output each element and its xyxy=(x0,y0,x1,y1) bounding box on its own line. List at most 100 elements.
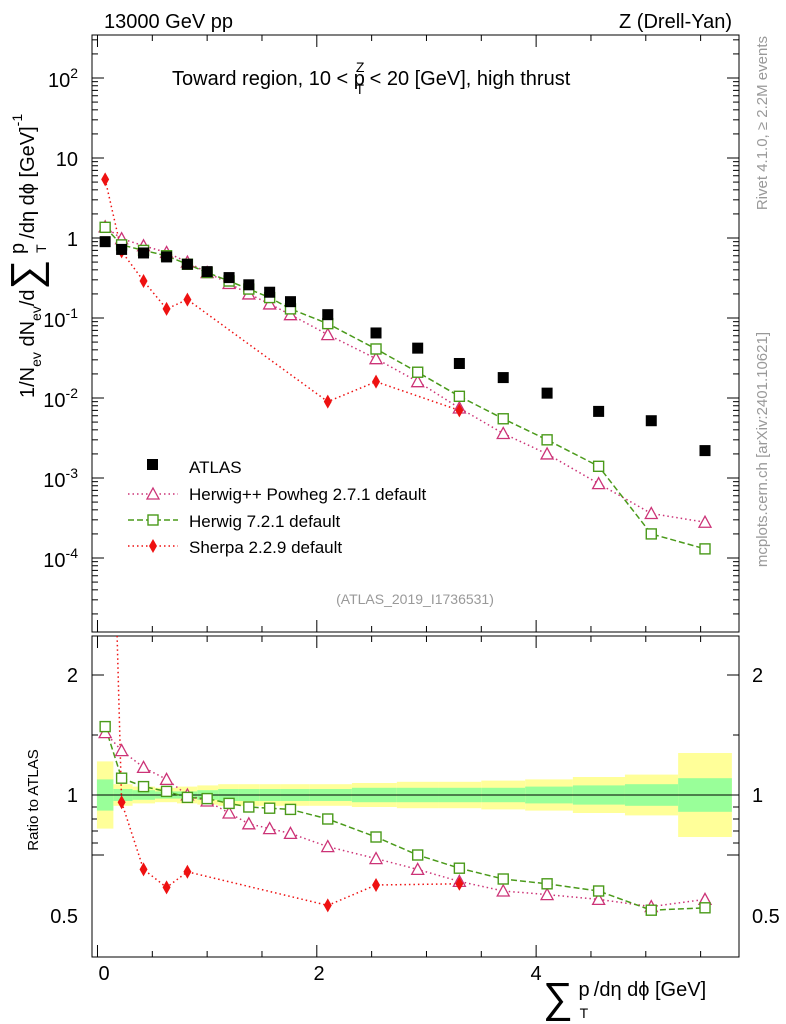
series-line-ratio xyxy=(116,636,460,907)
data-point-atlas xyxy=(243,279,255,291)
xtick-0: 0 xyxy=(98,963,109,985)
main-series xyxy=(98,172,713,555)
data-point-main xyxy=(262,296,277,310)
data-point-ratio xyxy=(372,878,381,892)
data-point-ratio xyxy=(591,892,606,906)
data-point-ratio xyxy=(323,898,332,913)
data-point-ratio xyxy=(320,839,335,853)
data-point-ratio xyxy=(370,831,382,843)
process-label: Z (Drell-Yan) xyxy=(619,11,732,33)
data-point-ratio xyxy=(137,780,150,793)
data-point-atlas xyxy=(201,266,213,278)
legend: ATLAS Herwig++ Powheg 2.7.1 default Herw… xyxy=(128,458,426,557)
data-point-atlas xyxy=(264,286,276,298)
legend-marker-herwig7 xyxy=(147,514,159,526)
title-prefix: Toward region, 10 < p xyxy=(172,68,365,90)
data-point-ratio xyxy=(410,862,425,876)
data-point-main xyxy=(496,426,511,440)
data-point-atlas xyxy=(541,387,553,399)
ytick-ratio-1-right: 1 xyxy=(752,785,763,807)
data-point-ratio xyxy=(411,849,424,861)
data-point-main xyxy=(410,374,425,388)
data-point-main xyxy=(453,390,466,403)
data-point-main xyxy=(411,366,424,378)
x-label-sum: ∑ xyxy=(543,974,573,1021)
data-point-atlas xyxy=(161,251,173,263)
ytick-ratio-0.5: 0.5 xyxy=(50,906,78,928)
data-point-ratio xyxy=(284,803,297,816)
data-point-main xyxy=(101,172,110,187)
x-label-rest: /dη dϕ [GeV] xyxy=(588,979,706,1001)
data-point-ratio xyxy=(541,878,553,890)
data-point-main xyxy=(139,274,148,289)
data-point-main xyxy=(320,327,335,341)
side-rivet-label: Rivet 4.1.0, ≥ 2.2M events xyxy=(754,36,771,210)
title-suffix: < 20 [GeV], high thrust xyxy=(364,68,571,90)
data-point-atlas xyxy=(593,405,605,417)
data-point-ratio xyxy=(592,885,605,897)
data-point-main xyxy=(368,351,384,365)
main-frame xyxy=(91,34,740,633)
ratio-frame xyxy=(91,635,740,958)
title-sub: T xyxy=(355,81,364,97)
data-point-atlas xyxy=(223,272,235,284)
data-point-atlas xyxy=(645,415,657,427)
data-point-ratio xyxy=(263,802,276,814)
legend-label-atlas: ATLAS xyxy=(189,458,242,477)
data-point-atlas xyxy=(453,357,465,369)
ytick-main-100: 102 xyxy=(48,65,78,92)
series-line-main xyxy=(104,179,460,412)
data-point-ratio xyxy=(101,188,109,202)
plot-title: Toward region, 10 < pZ T < 20 [GeV], high… xyxy=(172,59,571,97)
legend-label-herwig7: Herwig 7.2.1 default xyxy=(189,512,340,531)
legend-marker-sherpa xyxy=(149,539,157,553)
ytick-ratio-1: 1 xyxy=(67,785,78,807)
ytick-ratio-2-right: 2 xyxy=(752,665,763,687)
data-point-main xyxy=(370,343,382,355)
legend-marker-atlas xyxy=(147,459,158,470)
data-point-main xyxy=(697,514,713,528)
data-point-ratio xyxy=(453,862,466,874)
data-point-main xyxy=(592,460,605,473)
data-point-ratio xyxy=(223,797,235,810)
data-point-ratio xyxy=(241,816,256,830)
data-point-ratio xyxy=(139,862,148,877)
data-point-ratio xyxy=(699,902,711,914)
data-point-main xyxy=(539,446,555,460)
ytick-ratio-0.5-right: 0.5 xyxy=(752,906,780,928)
y-axis-label-ratio: Ratio to ATLAS xyxy=(25,749,42,850)
ytick-main-0.001: 10-3 xyxy=(43,465,78,492)
data-point-ratio xyxy=(539,887,555,901)
series-line-main xyxy=(104,226,706,523)
data-point-atlas xyxy=(412,342,424,354)
ytick-main-10: 10 xyxy=(56,149,78,171)
xtick-2: 2 xyxy=(313,963,324,985)
ytick-ratio-2: 2 xyxy=(67,665,78,687)
data-point-atlas xyxy=(370,327,382,339)
axis-ticks xyxy=(92,35,739,957)
series-line-ratio xyxy=(104,726,706,911)
data-point-ratio xyxy=(183,864,192,879)
data-point-ratio xyxy=(162,880,171,895)
data-point-main xyxy=(455,403,464,418)
ytick-main-1: 1 xyxy=(67,229,78,251)
series-line-ratio xyxy=(104,732,706,908)
data-point-ratio xyxy=(283,826,298,840)
data-point-ratio xyxy=(201,792,213,805)
data-point-ratio xyxy=(181,791,194,804)
data-point-ratio xyxy=(455,876,464,891)
x-label-p: p xyxy=(573,979,590,1001)
xtick-4: 4 xyxy=(530,963,541,985)
data-point-ratio xyxy=(115,772,128,784)
data-point-main xyxy=(644,506,659,520)
data-point-atlas xyxy=(284,296,296,308)
ytick-main-0.01: 10-2 xyxy=(43,385,78,412)
data-point-atlas xyxy=(116,243,128,255)
data-point-main xyxy=(699,543,711,555)
data-point-ratio xyxy=(496,883,511,897)
data-point-main xyxy=(591,476,606,490)
legend-marker-herwigpp xyxy=(145,486,161,500)
data-point-atlas xyxy=(138,247,150,259)
data-point-ratio xyxy=(497,873,509,885)
data-point-main xyxy=(183,292,192,307)
